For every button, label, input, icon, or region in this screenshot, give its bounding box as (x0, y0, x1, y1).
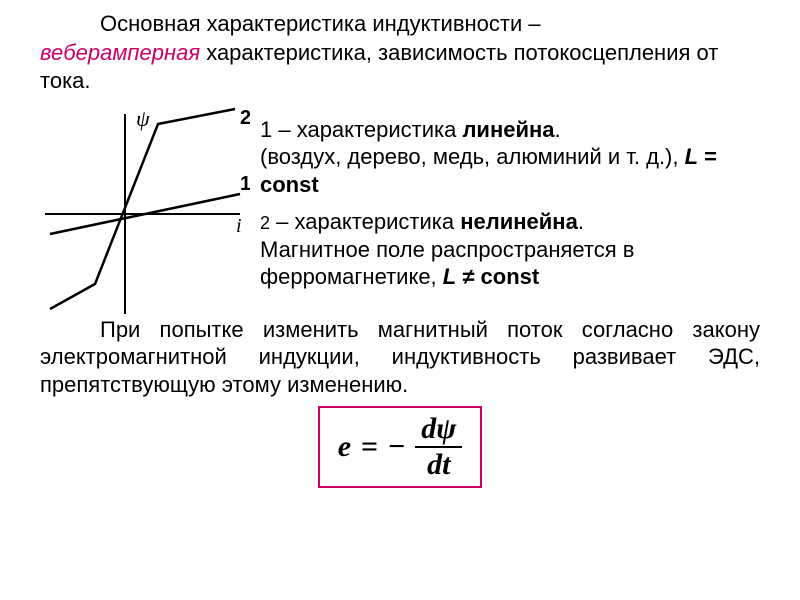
c1-L: L (685, 144, 698, 169)
conclusion-paragraph: При попытке изменить магнитный поток сог… (40, 316, 760, 399)
weber-term: веберамперная (40, 40, 200, 65)
c1-dot: . (555, 117, 561, 142)
formula-lhs: e (338, 430, 351, 464)
c1-dash: – характеристика (272, 117, 462, 142)
slide-content: Основная характеристика индуктивности – … (0, 0, 800, 488)
curve-1-desc: 1 – характеристика линейна. (воздух, дер… (260, 116, 760, 199)
curve-2-nonlinear (50, 109, 235, 309)
curve-1-label: 1 (240, 173, 250, 195)
formula-den: dt (421, 448, 456, 480)
c2-num: 2 (260, 213, 270, 233)
intro-line1: Основная характеристика индуктивности – (100, 11, 541, 36)
emf-formula: e = − dψ dt (318, 406, 483, 488)
c2-L: L (443, 264, 456, 289)
i-label: i (236, 215, 242, 237)
mid-block: ψ i 1 2 1 – характеристика линейна. (воз… (40, 104, 760, 314)
graph-svg: ψ i 1 2 (40, 104, 250, 314)
c1-body: (воздух, дерево, медь, алюминий и т. д.)… (260, 144, 685, 169)
c2-dot: . (578, 209, 584, 234)
formula-fraction: dψ dt (415, 414, 462, 480)
c2-bold: нелинейна (460, 209, 578, 234)
c1-bold: линейна (462, 117, 554, 142)
formula-num: dψ (415, 414, 462, 448)
intro-text: Основная характеристика индуктивности – … (40, 10, 760, 96)
curve-descriptions: 1 – характеристика линейна. (воздух, дер… (260, 104, 760, 291)
curve-2-desc: 2 – характеристика нелинейна. Магнитное … (260, 208, 760, 291)
curve-2-label: 2 (240, 107, 250, 129)
psi-label: ψ (136, 106, 150, 131)
c2-dash: – характеристика (270, 209, 460, 234)
c1-num: 1 (260, 117, 272, 142)
flux-current-graph: ψ i 1 2 (40, 104, 250, 314)
formula-eq: = (361, 430, 378, 464)
formula-minus: − (388, 430, 405, 464)
c2-neq: ≠ const (456, 264, 539, 289)
